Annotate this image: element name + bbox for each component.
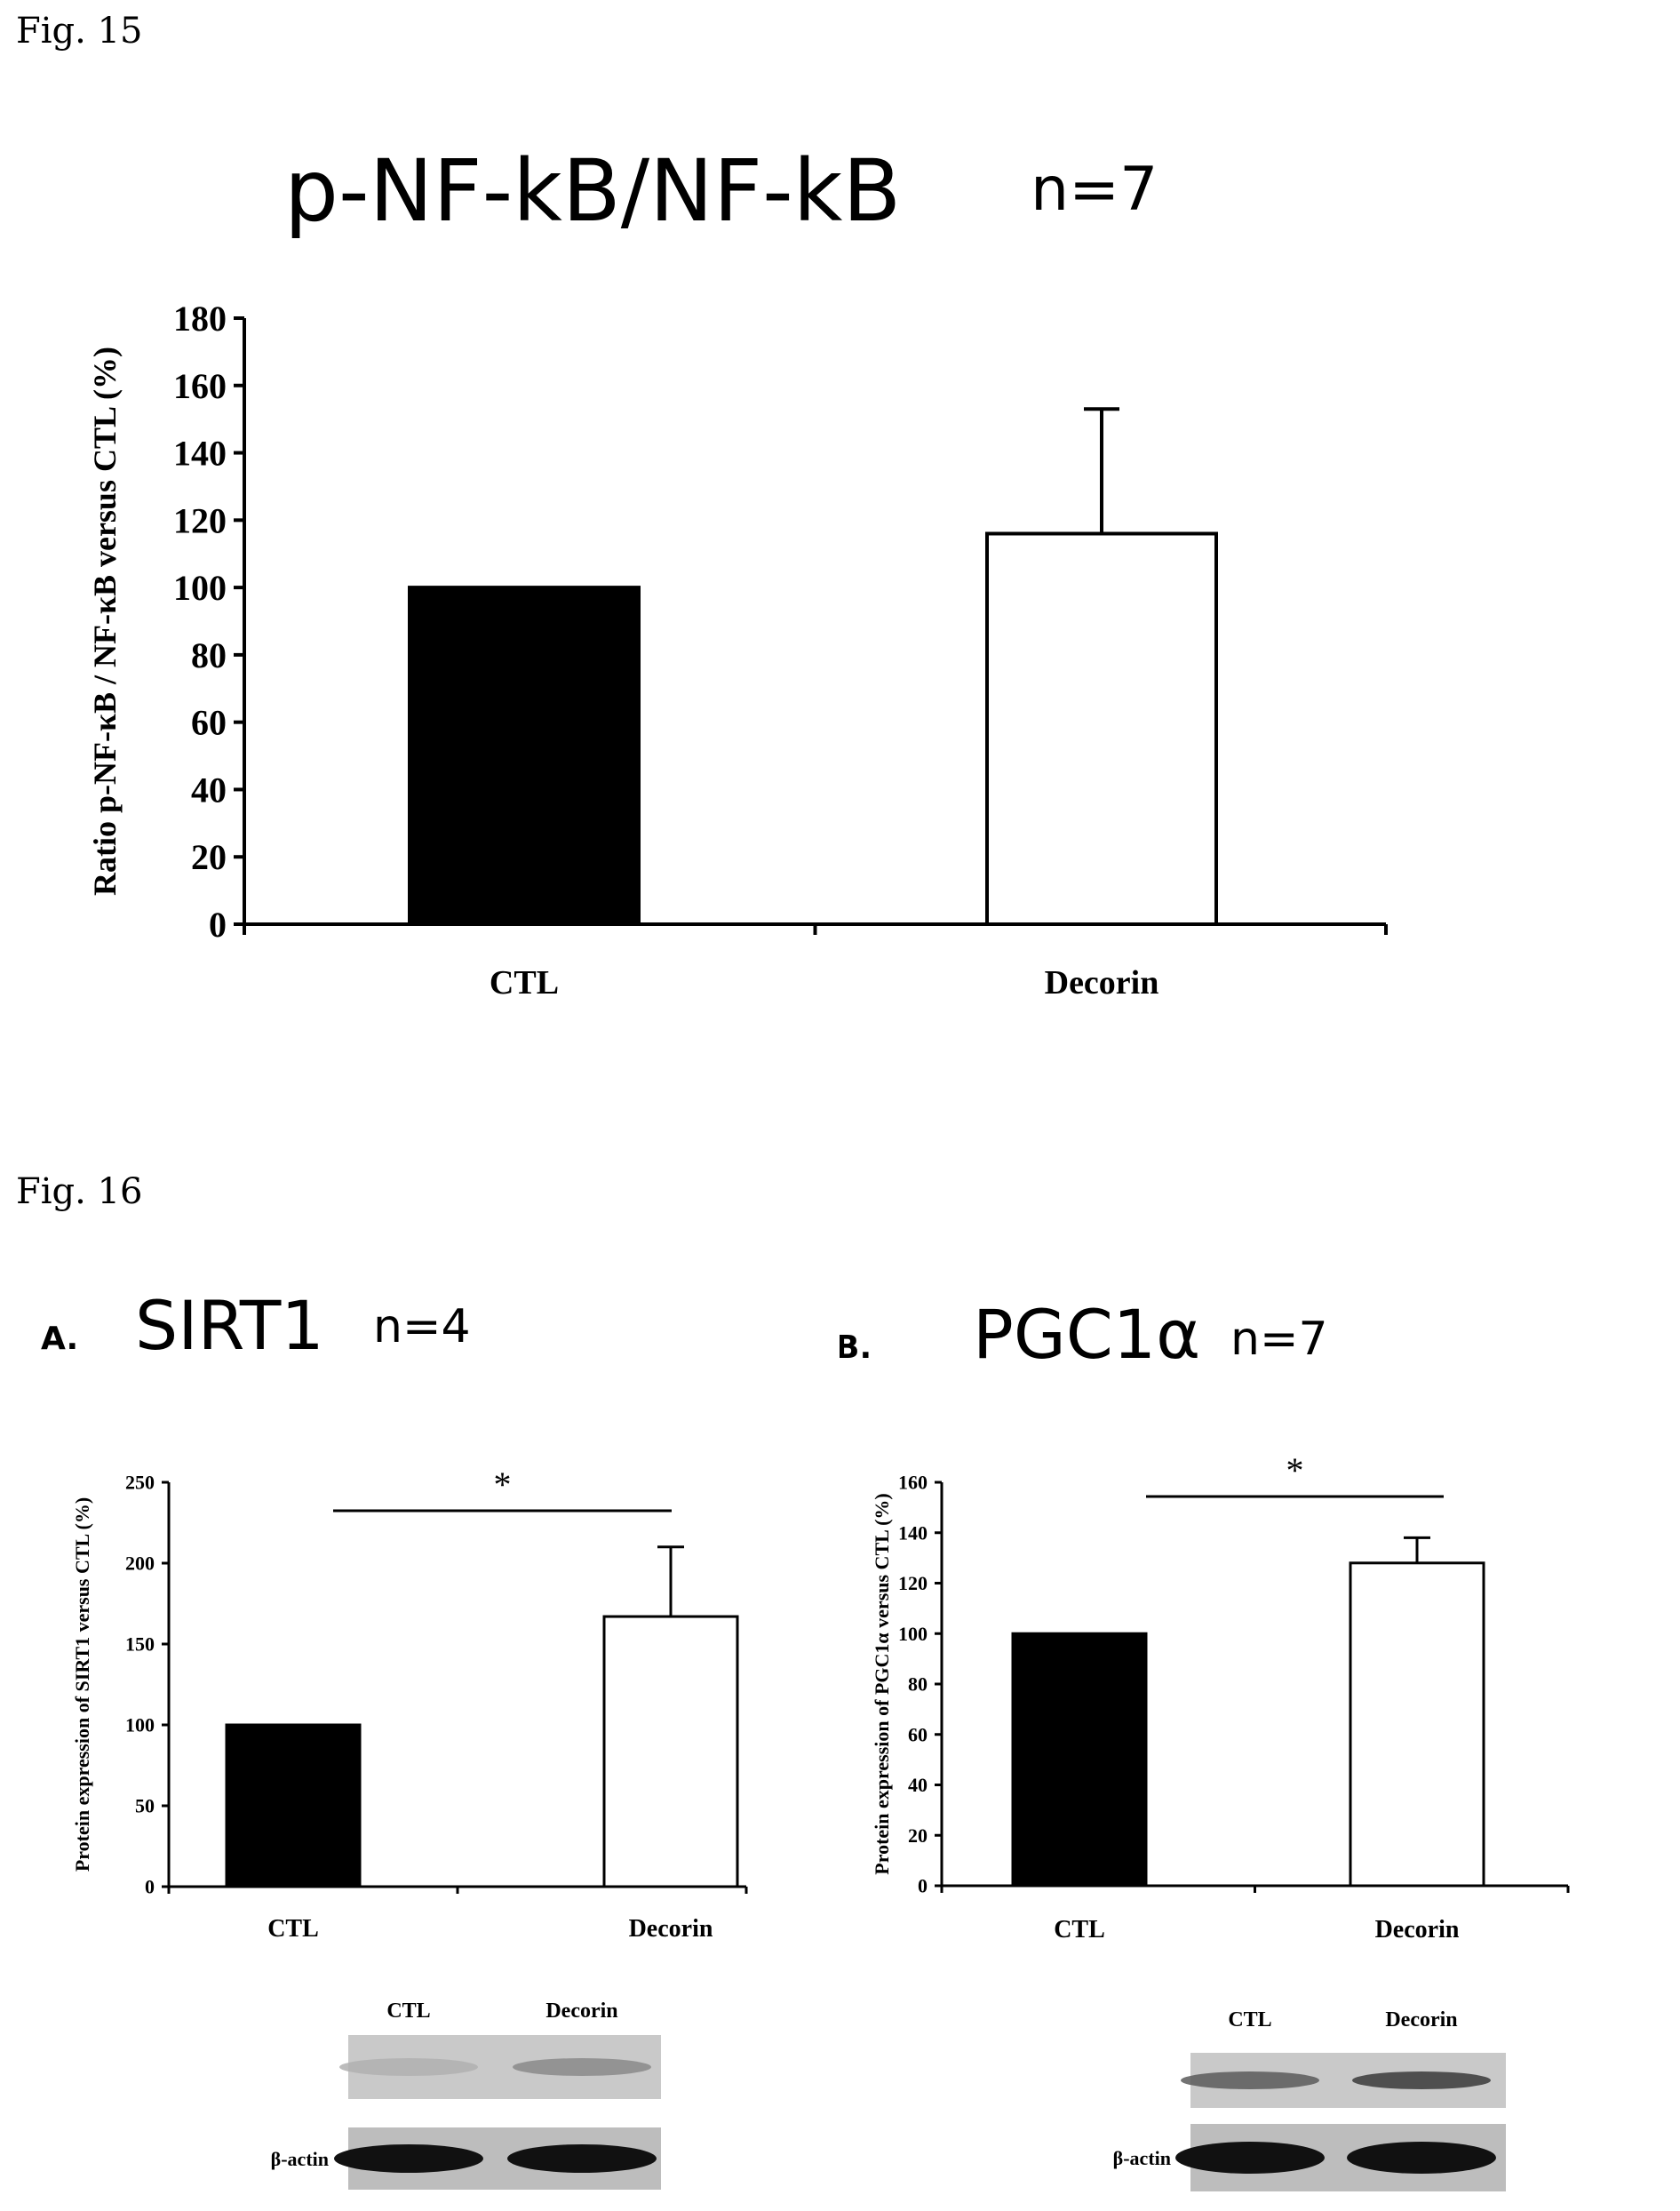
chart-fig16a-y-tick-label: 50 <box>135 1795 155 1817</box>
chart-fig16a-x-tick-label-ctl: CTL <box>267 1915 319 1943</box>
chart-fig16a-blot-lane-label-decorin: Decorin <box>545 1999 617 2023</box>
chart-fig16a-y-tick-label: 100 <box>125 1714 155 1736</box>
chart-fig16b-n-label: n=7 <box>1230 1313 1328 1366</box>
chart-fig16b-y-tick-label: 100 <box>898 1623 928 1645</box>
chart-fig16b-y-tick-label: 0 <box>918 1875 928 1897</box>
chart-fig15-y-tick-label: 160 <box>173 366 227 406</box>
chart-fig16b-y-tick-label: 20 <box>908 1824 928 1847</box>
chart-fig16b-y-tick-label: 60 <box>908 1723 928 1745</box>
chart-fig16a-title: SIRT1 <box>135 1286 324 1365</box>
chart-fig15-y-axis-label: Ratio p-NF-κB / NF-κB versus CTL (%) <box>87 347 123 896</box>
chart-fig16b-y-tick-label: 160 <box>898 1472 928 1494</box>
chart-fig16a-y-tick-label: 0 <box>145 1876 155 1898</box>
chart-fig16a-y-tick-label: 200 <box>125 1552 155 1575</box>
chart-fig16b-bar-decorin <box>1349 1561 1485 1888</box>
chart-fig16b-title: PGC1α <box>973 1295 1200 1374</box>
chart-fig16b-significance-star: * <box>1286 1450 1304 1490</box>
chart-fig16a-x-tick-label-decorin: Decorin <box>629 1915 713 1943</box>
chart-fig15-y-tick-label: 20 <box>191 837 227 877</box>
chart-fig15-y-tick-label: 120 <box>173 500 227 540</box>
chart-fig16b-blot-target-band-ctl <box>1181 2071 1319 2089</box>
chart-fig16b-blot-actin-band-decorin <box>1347 2142 1496 2174</box>
chart-fig16a-bar-decorin <box>602 1615 739 1888</box>
chart-fig16a-blot-lane-label-ctl: CTL <box>386 1999 430 2023</box>
chart-fig16a-blot-loading-control-label: β-actin <box>271 2148 329 2170</box>
figure-15-label: Fig. 15 <box>16 11 143 52</box>
figure-16-label: Fig. 16 <box>16 1171 143 1212</box>
chart-fig15-x-tick-label-decorin: Decorin <box>1045 964 1159 1002</box>
chart-fig15-title: p-NF-kB/NF-kB <box>284 141 901 241</box>
chart-fig16b-blot-target-band-decorin <box>1352 2071 1491 2089</box>
chart-fig15-y-tick-label: 100 <box>173 568 227 608</box>
chart-fig16a-n-label: n=4 <box>373 1300 471 1353</box>
chart-fig16b-y-tick-label: 120 <box>898 1572 928 1594</box>
chart-fig16b-blot-lane-label-ctl: CTL <box>1228 2008 1271 2031</box>
chart-fig16a-y-tick-label: 250 <box>125 1472 155 1494</box>
chart-fig15-bar-decorin <box>985 531 1218 926</box>
chart-fig16a-blot-actin-band-ctl <box>334 2144 483 2173</box>
chart-fig16a-y-tick-label: 150 <box>125 1633 155 1656</box>
chart-fig16b-bar-ctl <box>1011 1632 1148 1888</box>
chart-fig16b-blot-loading-control-label: β-actin <box>1113 2147 1171 2169</box>
chart-fig16a-bar-ctl <box>225 1723 362 1888</box>
chart-fig16a-y-axis-label: Protein expression of SIRT1 versus CTL (… <box>71 1497 93 1872</box>
chart-fig15-y-tick-label: 40 <box>191 770 227 810</box>
chart-fig15-y-tick-label: 60 <box>191 703 227 743</box>
chart-fig16b-y-tick-label: 40 <box>908 1774 928 1796</box>
chart-fig16b: B. PGC1α n=7 0 20 40 60 80 100 120 140 160Protei… <box>840 1295 1570 2191</box>
chart-fig16b-panel-letter: B. <box>840 1329 872 1366</box>
chart-fig16a-blot-target-band-ctl <box>339 2058 478 2076</box>
chart-fig16b-x-tick-label-ctl: CTL <box>1054 1916 1105 1944</box>
chart-fig16a-significance-star: * <box>494 1465 512 1505</box>
chart-fig16b-blot-actin-band-ctl <box>1175 2142 1325 2174</box>
chart-fig16b-blot-lane-label-decorin: Decorin <box>1385 2008 1457 2031</box>
chart-fig16a-panel-letter: A. <box>41 1321 78 1357</box>
chart-fig15-y-tick-label: 0 <box>209 905 227 945</box>
chart-fig16a-blot-actin-band-decorin <box>507 2144 657 2173</box>
chart-fig16b-x-tick-label-decorin: Decorin <box>1375 1916 1460 1944</box>
chart-fig16b-y-tick-label: 80 <box>908 1673 928 1696</box>
chart-fig15: p-NF-kB/NF-kB n=7 0 20 40 60 80 100 120 140 160 1… <box>87 141 1388 1002</box>
chart-fig15-y-tick-label: 140 <box>173 434 227 474</box>
chart-fig15-y-tick-label: 80 <box>191 635 227 675</box>
chart-fig16a-blot-target-band-decorin <box>513 2058 651 2076</box>
chart-fig15-n-label: n=7 <box>1031 155 1158 225</box>
chart-fig15-bar-ctl <box>408 586 641 926</box>
chart-fig16b-y-tick-label: 140 <box>898 1521 928 1544</box>
chart-fig15-y-tick-label: 180 <box>173 299 227 339</box>
chart-fig15-x-tick-label-ctl: CTL <box>490 964 559 1002</box>
chart-fig16b-y-axis-label: Protein expression of PGC1α versus CTL (… <box>871 1493 893 1874</box>
chart-fig16a: A. SIRT1 n=4 0 50 100 150 200 250 Protein expr… <box>41 1286 748 2190</box>
